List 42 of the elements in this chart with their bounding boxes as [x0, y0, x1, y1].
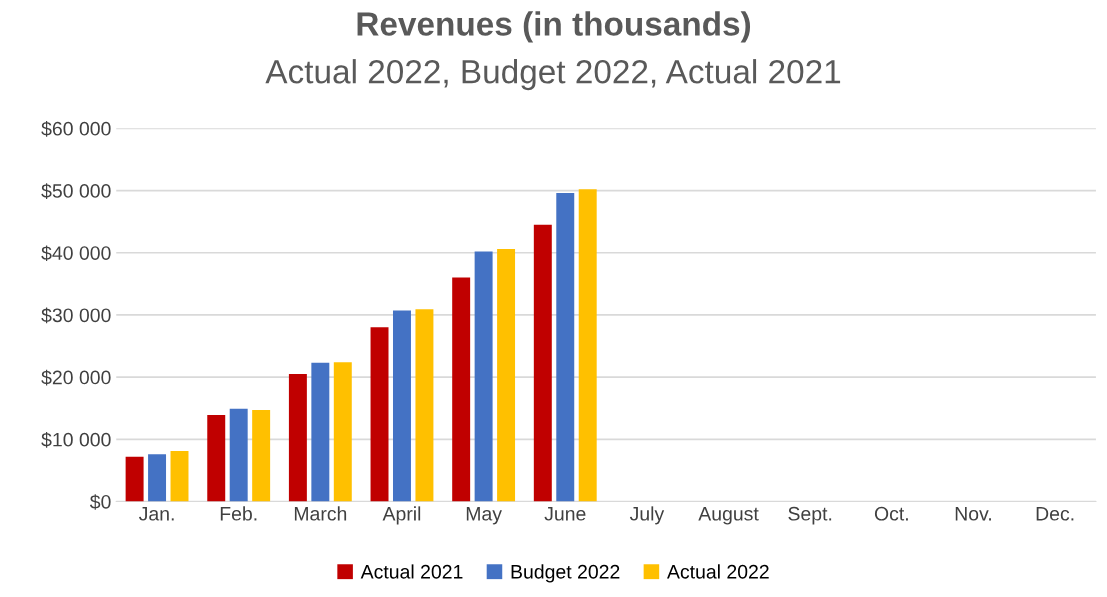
bar: [497, 249, 516, 502]
x-tick-label: April: [382, 506, 421, 525]
x-tick-label: Sept.: [788, 506, 832, 525]
x-tick-label: March: [294, 506, 347, 521]
bar: [333, 362, 352, 502]
bar: [170, 451, 189, 502]
x-tick-label: June: [544, 507, 586, 521]
bar: [556, 193, 575, 502]
bar: [452, 277, 471, 502]
x-tick-label: August: [698, 507, 759, 525]
bar: [415, 309, 434, 502]
y-tick-label: $30 000: [41, 307, 111, 324]
chart-title: Revenues (in thousands): [357, 11, 751, 43]
x-tick-label: Feb.: [220, 506, 257, 521]
legend-label: Budget 2022: [511, 564, 620, 583]
bar: [207, 415, 226, 502]
x-tick-label: May: [466, 507, 502, 525]
legend-label: Actual 2022: [667, 564, 769, 579]
bar: [229, 408, 248, 502]
y-tick-label: $0: [89, 494, 111, 510]
bar: [125, 456, 144, 502]
bar: [533, 224, 552, 502]
y-tick-label: $50 000: [41, 183, 111, 199]
x-tick-label: Jan.: [138, 507, 174, 521]
bar: [148, 454, 167, 502]
x-tick-label: Nov.: [955, 507, 991, 521]
x-tick-label: Oct.: [874, 506, 908, 521]
bar: [252, 410, 271, 502]
bar: [578, 189, 597, 502]
y-tick-label: $10 000: [41, 431, 111, 448]
bar: [370, 327, 389, 502]
bar: [288, 374, 307, 502]
legend-label: Actual 2021: [360, 564, 463, 579]
chart-subtitle: Actual 2022, Budget 2022, Actual 2021: [265, 59, 841, 91]
y-tick-label: $40 000: [41, 245, 111, 262]
x-tick-label: July: [629, 506, 665, 525]
x-tick-label: Dec.: [1036, 507, 1074, 521]
bar: [474, 251, 493, 502]
bar: [311, 362, 330, 502]
y-tick-label: $60 000: [41, 121, 111, 137]
y-tick-label: $20 000: [41, 369, 111, 386]
bar: [393, 310, 411, 502]
